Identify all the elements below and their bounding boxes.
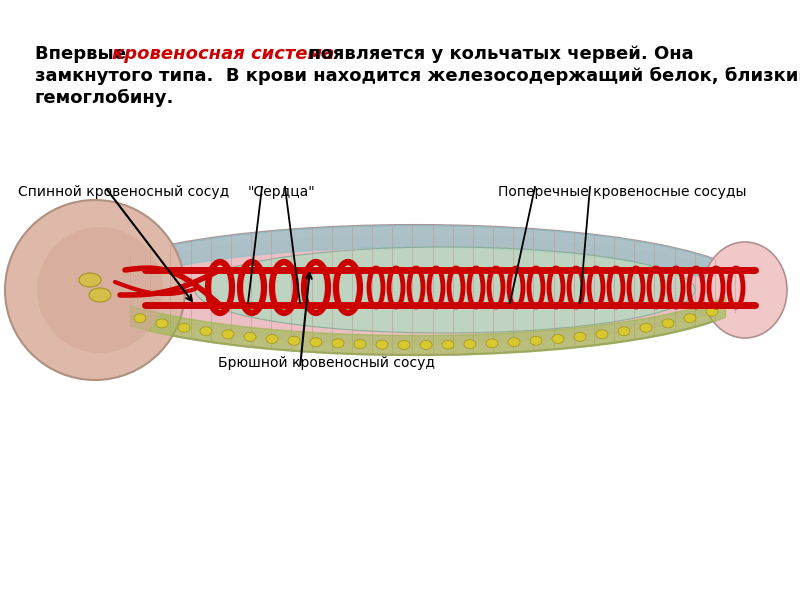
Ellipse shape xyxy=(420,340,432,349)
Ellipse shape xyxy=(552,334,564,343)
Ellipse shape xyxy=(79,273,101,287)
Ellipse shape xyxy=(266,334,278,343)
Ellipse shape xyxy=(618,327,630,336)
Ellipse shape xyxy=(222,330,234,339)
Ellipse shape xyxy=(596,330,608,339)
Ellipse shape xyxy=(156,319,168,328)
Ellipse shape xyxy=(574,332,586,341)
Text: Спинной кровеносный сосуд: Спинной кровеносный сосуд xyxy=(18,185,230,199)
Ellipse shape xyxy=(464,340,476,349)
Text: появляется у кольчатых червей. Она: появляется у кольчатых червей. Она xyxy=(302,45,694,63)
Text: гемоглобину.: гемоглобину. xyxy=(35,89,174,107)
Ellipse shape xyxy=(310,338,322,347)
Ellipse shape xyxy=(134,314,146,323)
Ellipse shape xyxy=(195,247,695,333)
Ellipse shape xyxy=(706,307,718,316)
Ellipse shape xyxy=(684,314,696,323)
Ellipse shape xyxy=(332,339,344,348)
Ellipse shape xyxy=(37,227,163,353)
Ellipse shape xyxy=(703,242,787,338)
Ellipse shape xyxy=(5,200,185,380)
Text: "Сердца": "Сердца" xyxy=(248,185,316,199)
Ellipse shape xyxy=(442,340,454,349)
Ellipse shape xyxy=(244,332,256,341)
Ellipse shape xyxy=(662,319,674,328)
Ellipse shape xyxy=(376,340,388,349)
Ellipse shape xyxy=(75,225,755,355)
Ellipse shape xyxy=(200,327,212,336)
Ellipse shape xyxy=(89,288,111,302)
Text: Поперечные кровеносные сосуды: Поперечные кровеносные сосуды xyxy=(498,185,746,199)
Ellipse shape xyxy=(640,323,652,332)
Ellipse shape xyxy=(354,340,366,349)
Ellipse shape xyxy=(178,323,190,332)
Ellipse shape xyxy=(398,340,410,349)
Ellipse shape xyxy=(85,235,745,345)
Ellipse shape xyxy=(508,338,520,347)
Text: Брюшной кровеносный сосуд: Брюшной кровеносный сосуд xyxy=(218,356,435,370)
Text: кровеносная система: кровеносная система xyxy=(112,45,334,63)
Text: Впервые: Впервые xyxy=(35,45,132,63)
Ellipse shape xyxy=(530,336,542,345)
Ellipse shape xyxy=(486,339,498,348)
Ellipse shape xyxy=(288,336,300,345)
Text: замкнутого типа.  В крови находится железосодержащий белок, близкий к: замкнутого типа. В крови находится желез… xyxy=(35,67,800,85)
